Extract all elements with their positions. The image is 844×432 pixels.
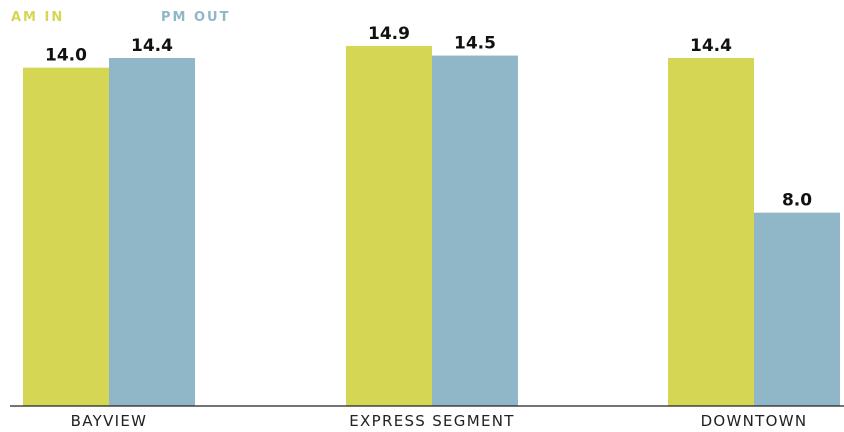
bar-downtown-am-in: [668, 58, 754, 406]
legend-pm-out: PM OUT: [161, 10, 230, 25]
value-label: 14.4: [690, 36, 732, 56]
category-label-bayview: BAYVIEW: [71, 412, 148, 430]
value-label: 8.0: [782, 191, 812, 211]
value-label: 14.0: [45, 46, 87, 66]
category-label-downtown: DOWNTOWN: [701, 412, 808, 430]
category-labels-group: BAYVIEW EXPRESS SEGMENT DOWNTOWN: [71, 412, 808, 430]
category-label-express-segment: EXPRESS SEGMENT: [349, 412, 514, 430]
value-label: 14.9: [368, 24, 410, 44]
bar-bayview-am-in: [23, 67, 109, 407]
bar-express-segment-am-in: [346, 45, 432, 407]
bars-group: [23, 45, 840, 407]
bar-bayview-pm-out: [109, 58, 195, 406]
bar-downtown-pm-out: [754, 212, 840, 406]
legend-am-in: AM IN: [11, 10, 64, 25]
value-label: 14.4: [131, 36, 173, 56]
value-labels-group: 14.0 14.4 14.9 14.5 14.4 8.0: [45, 24, 812, 211]
bar-express-segment-pm-out: [432, 55, 518, 406]
legend: AM IN PM OUT: [11, 10, 230, 25]
value-label: 14.5: [454, 34, 496, 54]
